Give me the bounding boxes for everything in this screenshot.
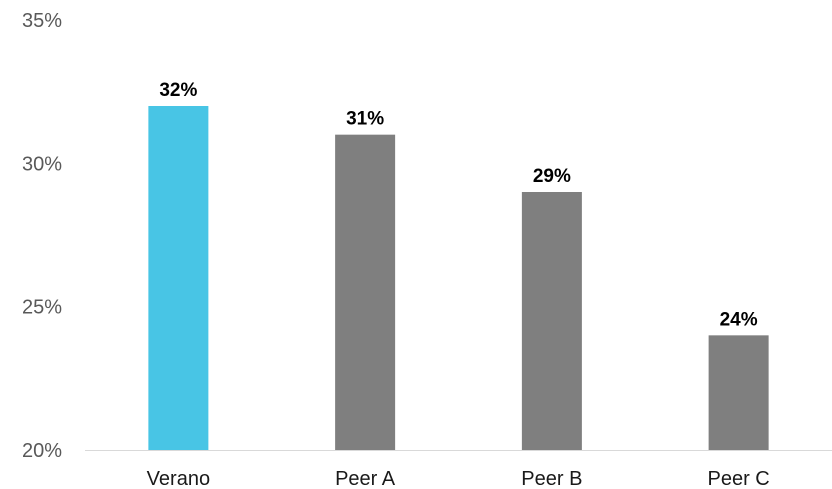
data-label: 29%	[533, 166, 571, 187]
y-tick-label: 20%	[22, 440, 62, 462]
x-tick-label: Peer B	[521, 468, 582, 489]
bar-peer-a	[335, 134, 396, 450]
x-tick-label: Peer A	[335, 468, 396, 489]
y-tick-label: 35%	[22, 10, 62, 32]
x-tick-label: Verano	[147, 468, 210, 489]
bars	[148, 106, 769, 450]
x-axis-labels: Verano Peer A Peer B Peer C	[147, 468, 770, 489]
data-label: 24%	[720, 309, 758, 330]
y-axis-ticks: 20% 25% 30% 35%	[22, 10, 62, 462]
data-label: 32%	[159, 80, 197, 101]
bar-peer-c	[708, 335, 769, 450]
y-tick-label: 30%	[22, 153, 62, 175]
data-label: 31%	[346, 109, 384, 130]
x-tick-label: Peer C	[708, 468, 770, 489]
y-tick-label: 25%	[22, 297, 62, 319]
bar-peer-b	[521, 192, 582, 450]
bar-verano	[148, 106, 209, 450]
data-labels: 32% 31% 29% 24%	[159, 80, 757, 330]
